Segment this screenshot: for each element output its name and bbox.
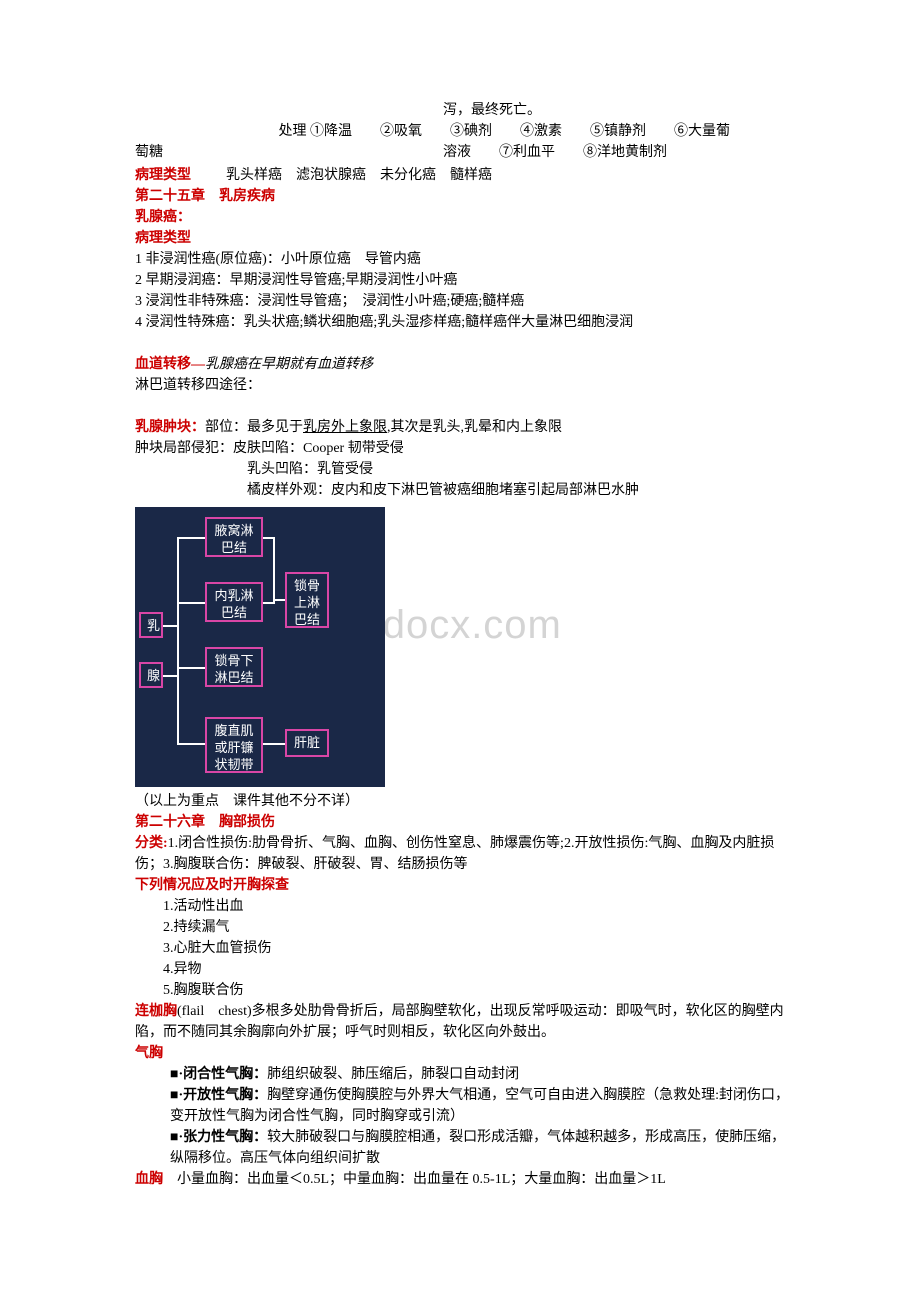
top-line2-items: ①降温 ②吸氧 ③碘剂 ④激素 ⑤镇静剂 ⑥大量葡 — [310, 124, 730, 139]
pneumo-label-1: ■·闭合性气胸： — [170, 1067, 267, 1082]
pneumo-item-1: ■·闭合性气胸：肺组织破裂、肺压缩后，肺裂口自动封闭 — [170, 1064, 790, 1085]
flail-label: 连枷胸 — [135, 1004, 177, 1019]
fc-node-axilla: 腋窝淋 巴结 — [205, 517, 263, 557]
ch26-title: 第二十六章 胸部损伤 — [135, 812, 790, 833]
hemo-label: 血胸 — [135, 1172, 163, 1187]
blood-metastasis-line: 血道转移—乳腺癌在早期就有血道转移 — [135, 354, 790, 375]
fc-node-breast1: 乳 — [139, 612, 163, 638]
classify-label: 分类: — [135, 836, 168, 851]
pneumo-title: 气胸 — [135, 1043, 790, 1064]
fc-node-rectus: 腹直肌 或肝镰 状韧带 — [205, 717, 263, 773]
fc-node-internal: 内乳淋 巴结 — [205, 582, 263, 622]
pneumo-label-2: ■·开放性气胸： — [170, 1088, 267, 1103]
mass-underline: 乳房外上象限 — [303, 420, 387, 435]
top-line2-left: 处理 — [279, 124, 307, 139]
classify-line: 分类:1.闭合性损伤:肋骨骨折、气胸、血胸、创伤性窒息、肺爆震伤等;2.开放性损… — [135, 833, 790, 875]
flail-line: 连枷胸(flail chest)多根多处肋骨骨折后，局部胸壁软化，出现反常呼吸运… — [135, 1001, 790, 1043]
explore-3: 3.心脏大血管损伤 — [135, 938, 790, 959]
explore-2: 2.持续漏气 — [135, 917, 790, 938]
fc-node-subclav: 锁骨下 淋巴结 — [205, 647, 263, 687]
pathology-items: 乳头样癌 滤泡状腺癌 未分化癌 髓样癌 — [226, 168, 492, 183]
mass-suffix: ,其次是乳头,乳晕和内上象限 — [387, 420, 562, 435]
blood-text: 乳腺癌在早期就有血道转移 — [205, 357, 373, 372]
pathology-type-line: 病理类型 乳头样癌 滤泡状腺癌 未分化癌 髓样癌 — [135, 165, 790, 186]
invasion-nipple: 乳头凹陷：乳管受侵 — [135, 459, 790, 480]
top-line2: 处理 ①降温 ②吸氧 ③碘剂 ④激素 ⑤镇静剂 ⑥大量葡 — [135, 121, 790, 142]
explore-title: 下列情况应及时开胸探查 — [135, 875, 790, 896]
breast-mass-line: 乳腺肿块：部位：最多见于乳房外上象限,其次是乳头,乳晕和内上象限 — [135, 417, 790, 438]
pneumo-item-2: ■·开放性气胸：胸壁穿通伤使胸膜腔与外界大气相通，空气可自由进入胸膜腔（急救处理… — [170, 1085, 790, 1127]
mass-label: 乳腺肿块： — [135, 420, 205, 435]
explore-1: 1.活动性出血 — [135, 896, 790, 917]
lymph-routes: 淋巴道转移四途径： — [135, 375, 790, 396]
pneumo-item-3: ■·张力性气胸：较大肺破裂口与胸膜腔相通，裂口形成活瓣，气体越积越多，形成高压，… — [170, 1127, 790, 1169]
ch25-title: 第二十五章 乳房疾病 — [135, 186, 790, 207]
pneumo-label-3: ■·张力性气胸： — [170, 1130, 267, 1145]
lymph-flowchart: 乳 腺 腋窝淋 巴结 内乳淋 巴结 锁骨下 淋巴结 腹直肌 或肝镰 状韧带 锁骨… — [135, 507, 385, 787]
pneumo-text-1: 肺组织破裂、肺压缩后，肺裂口自动封闭 — [267, 1067, 519, 1082]
type-1: 1 非浸润性癌(原位癌)：小叶原位癌 导管内癌 — [135, 249, 790, 270]
type-3: 3 浸润性非特殊癌：浸润性导管癌； 浸润性小叶癌;硬癌;髓样癌 — [135, 291, 790, 312]
ch25-note: （以上为重点 课件其他不分不详） — [135, 791, 790, 812]
classify-text: 1.闭合性损伤:肋骨骨折、气胸、血胸、创伤性窒息、肺爆震伤等;2.开放性损伤:气… — [135, 836, 774, 872]
fc-node-supraclav: 锁骨 上淋 巴结 — [285, 572, 329, 628]
breast-cancer-title: 乳腺癌： — [135, 207, 790, 228]
path-type-title: 病理类型 — [135, 228, 790, 249]
fc-node-liver: 肝脏 — [285, 729, 329, 757]
hemo-line: 血胸 小量血胸：出血量＜0.5L；中量血胸：出血量在 0.5-1L；大量血胸：出… — [135, 1169, 790, 1190]
type-4: 4 浸润性特殊癌：乳头状癌;鳞状细胞癌;乳头湿疹样癌;髓样癌伴大量淋巴细胞浸润 — [135, 312, 790, 333]
top-line1: 泻，最终死亡。 — [135, 100, 790, 121]
blood-label: 血道转移— — [135, 357, 205, 372]
invasion-intro: 肿块局部侵犯：皮肤凹陷：Cooper 韧带受侵 — [135, 438, 790, 459]
fc-node-breast2: 腺 — [139, 662, 163, 688]
pathology-label: 病理类型 — [135, 168, 191, 183]
invasion-orange: 橘皮样外观：皮内和皮下淋巴管被癌细胞堵塞引起局部淋巴水肿 — [135, 480, 790, 501]
type-2: 2 早期浸润癌：早期浸润性导管癌;早期浸润性小叶癌 — [135, 270, 790, 291]
explore-4: 4.异物 — [135, 959, 790, 980]
explore-5: 5.胸腹联合伤 — [135, 980, 790, 1001]
top-line3-right: 溶液 ⑦利血平 ⑧洋地黄制剂 — [135, 142, 790, 163]
hemo-text: 小量血胸：出血量＜0.5L；中量血胸：出血量在 0.5-1L；大量血胸：出血量＞… — [177, 1172, 666, 1187]
document-content: 泻，最终死亡。 处理 ①降温 ②吸氧 ③碘剂 ④激素 ⑤镇静剂 ⑥大量葡 萄糖 … — [135, 100, 790, 1190]
flail-en: (flail chest) — [177, 1004, 252, 1019]
mass-prefix: 部位：最多见于 — [205, 420, 303, 435]
